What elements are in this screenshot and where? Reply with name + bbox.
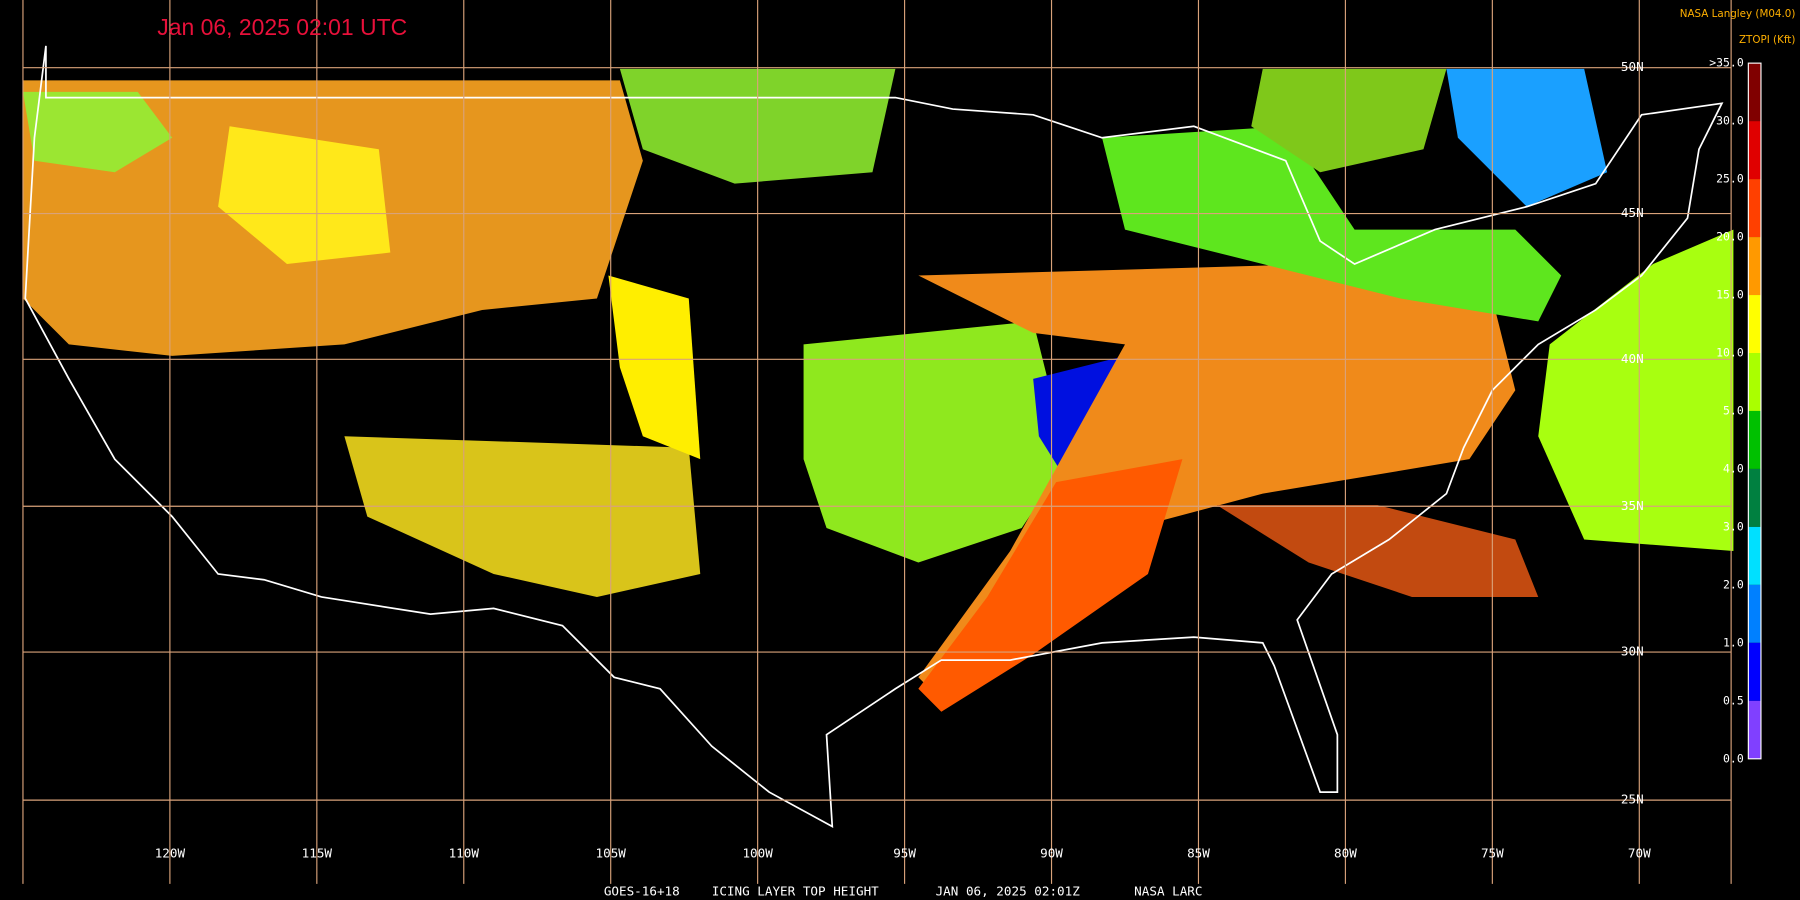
color-scale: >35.0 30.0 25.0 20.0 15.0 10.0 5.0 4.0 3.0 2.0 1.0… bbox=[1709, 56, 1762, 765]
longitude-label: 70W bbox=[1628, 846, 1651, 861]
cloud-field bbox=[803, 321, 1068, 563]
scale-label: 1.0 bbox=[1723, 635, 1744, 649]
latitude-label: 35N bbox=[1621, 498, 1644, 513]
cloud-field bbox=[218, 126, 391, 265]
footer-text: GOES-16+18 bbox=[604, 883, 680, 898]
scale-swatch bbox=[1748, 179, 1761, 238]
scale-label: 5.0 bbox=[1723, 403, 1744, 417]
scale-label: 3.0 bbox=[1723, 519, 1744, 533]
scale-label: 0.0 bbox=[1723, 751, 1744, 765]
cloud-field bbox=[1251, 68, 1447, 173]
scale-swatch bbox=[1748, 63, 1761, 122]
scale-swatch bbox=[1748, 584, 1761, 643]
latitude-label: 50N bbox=[1621, 59, 1644, 74]
longitude-label: 85W bbox=[1187, 846, 1210, 861]
scale-label: 2.0 bbox=[1723, 577, 1744, 591]
cloud-field bbox=[1538, 229, 1734, 552]
scale-swatch bbox=[1748, 237, 1761, 296]
scale-label: >35.0 bbox=[1709, 56, 1744, 70]
cloud-field bbox=[918, 459, 1183, 712]
latitude-label: 25N bbox=[1621, 792, 1644, 807]
longitude-label: 105W bbox=[596, 846, 627, 861]
source: NASA Langley (M04.0) bbox=[1680, 8, 1796, 20]
scale-label: 20.0 bbox=[1716, 230, 1744, 244]
scale-frame bbox=[1747, 62, 1762, 760]
longitude-label: 100W bbox=[742, 846, 773, 861]
scale-swatch bbox=[1748, 468, 1761, 527]
cloud-field bbox=[918, 264, 1516, 701]
scale-swatch bbox=[1748, 526, 1761, 585]
footer-text: NASA LARC bbox=[1134, 883, 1202, 898]
graticule: 50N 45N 40N 35N 30N 25N 120W 115W 110W 105W 100W 95… bbox=[22, 0, 1732, 884]
scale-label: 15.0 bbox=[1716, 288, 1744, 302]
longitude-label: 115W bbox=[302, 846, 333, 861]
cloud-field bbox=[608, 275, 701, 460]
scale-swatch bbox=[1748, 295, 1761, 353]
cloud-field bbox=[1216, 505, 1539, 597]
scale-swatch bbox=[1748, 352, 1761, 411]
product: ZTOPI (Kft) bbox=[1739, 34, 1795, 46]
cloud-layer bbox=[22, 68, 1734, 712]
scale-swatch bbox=[1748, 700, 1761, 759]
scale-label: 25.0 bbox=[1716, 172, 1744, 186]
us-outline bbox=[24, 45, 1724, 829]
longitude-label: 120W bbox=[155, 846, 186, 861]
scale-label: 0.5 bbox=[1723, 693, 1744, 707]
footer-text: ICING LAYER TOP HEIGHT bbox=[712, 883, 879, 898]
cloud-field bbox=[22, 91, 173, 173]
longitude-label: 80W bbox=[1334, 846, 1357, 861]
timestamp: Jan 06, 2025 02:01 UTC bbox=[157, 14, 407, 40]
longitude-label: 95W bbox=[893, 846, 916, 861]
longitude-label: 90W bbox=[1040, 846, 1063, 861]
scale-swatch bbox=[1748, 642, 1761, 701]
latitude-label: 45N bbox=[1621, 205, 1644, 220]
footer-text: JAN 06, 2025 02:01Z bbox=[936, 883, 1081, 898]
scale-swatch bbox=[1748, 121, 1761, 180]
scale-label: 4.0 bbox=[1723, 461, 1744, 475]
longitude-label: 110W bbox=[449, 846, 480, 861]
cloud-field bbox=[1446, 68, 1608, 207]
footer: GOES-16+18 ICING LAYER TOP HEIGHT JAN 06, … bbox=[604, 883, 1203, 898]
latitude-label: 30N bbox=[1621, 644, 1644, 659]
longitude-label: 75W bbox=[1481, 846, 1504, 861]
latitude-label: 40N bbox=[1621, 351, 1644, 366]
scale-swatch bbox=[1748, 410, 1761, 469]
scale-label: 30.0 bbox=[1716, 114, 1744, 128]
scale-label: 10.0 bbox=[1716, 345, 1744, 359]
cloud-field bbox=[1102, 126, 1562, 322]
